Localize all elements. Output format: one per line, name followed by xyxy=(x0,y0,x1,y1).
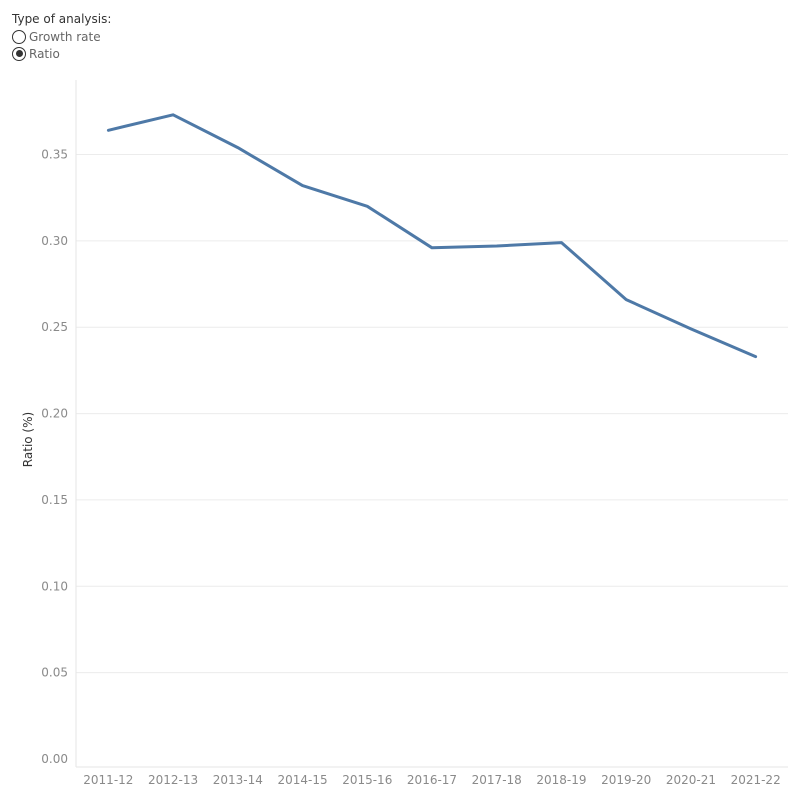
radio-option-ratio[interactable]: Ratio xyxy=(12,45,111,62)
x-tick-label: 2020-21 xyxy=(666,773,716,787)
data-point[interactable] xyxy=(299,182,307,190)
data-point[interactable] xyxy=(428,244,436,252)
data-point[interactable] xyxy=(104,126,112,134)
x-tick-label: 2015-16 xyxy=(342,773,392,787)
data-point[interactable] xyxy=(557,239,565,247)
series-line[interactable] xyxy=(106,113,758,359)
x-tick-label: 2021-22 xyxy=(731,773,781,787)
x-tick-label: 2014-15 xyxy=(277,773,327,787)
y-tick-label: 0.35 xyxy=(41,148,68,162)
x-tick-label: 2019-20 xyxy=(601,773,651,787)
x-tick-label: 2017-18 xyxy=(472,773,522,787)
radio-option-growth-rate[interactable]: Growth rate xyxy=(12,28,111,45)
x-tick-label: 2012-13 xyxy=(148,773,198,787)
y-tick-label: 0.25 xyxy=(41,320,68,334)
x-tick-label: 2011-12 xyxy=(83,773,133,787)
data-point[interactable] xyxy=(493,242,501,250)
radio-button-selected-icon[interactable] xyxy=(12,46,26,61)
y-tick-label: 0.20 xyxy=(41,407,68,421)
data-point[interactable] xyxy=(363,202,371,210)
y-tick-label: 0.30 xyxy=(41,234,68,248)
x-tick-label: 2013-14 xyxy=(213,773,263,787)
radio-label: Ratio xyxy=(29,46,60,61)
data-point[interactable] xyxy=(234,144,242,152)
y-tick-label: 0.00 xyxy=(41,752,68,766)
radio-label: Growth rate xyxy=(29,29,101,44)
data-point[interactable] xyxy=(752,353,760,361)
y-tick-label: 0.10 xyxy=(41,579,68,593)
y-tick-label: 0.15 xyxy=(41,493,68,507)
data-point[interactable] xyxy=(687,325,695,333)
filter-title: Type of analysis: xyxy=(12,12,112,26)
x-tick-label: 2016-17 xyxy=(407,773,457,787)
analysis-type-filter: Type of analysis: Growth rate Ratio xyxy=(12,12,111,62)
data-point[interactable] xyxy=(622,296,630,304)
radio-button-icon[interactable] xyxy=(12,29,26,44)
y-axis-title: Ratio (%) xyxy=(21,412,35,467)
x-tick-label: 2018-19 xyxy=(536,773,586,787)
y-tick-label: 0.05 xyxy=(41,666,68,680)
data-point[interactable] xyxy=(169,111,177,119)
